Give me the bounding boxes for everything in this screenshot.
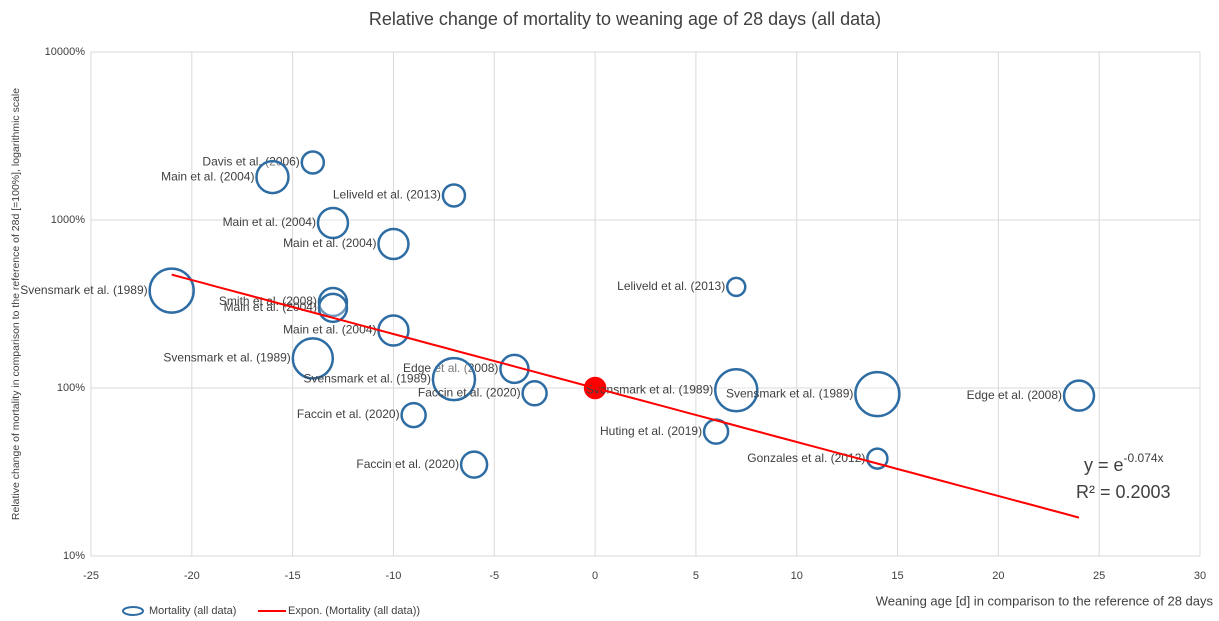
y-tick-label: 10000%: [45, 46, 86, 58]
data-label: Leliveld et al. (2013): [333, 188, 441, 202]
x-tick-label: -25: [83, 570, 99, 582]
bubble: [148, 267, 195, 314]
data-label: Main et al. (2004): [283, 236, 376, 250]
x-axis-title: Weaning age [d] in comparison to the ref…: [876, 593, 1214, 608]
data-label: Main et al. (2004): [161, 169, 254, 183]
trend-r2: R² = 0.2003: [1076, 482, 1171, 502]
data-label: Svensmark et al. (1989): [20, 283, 147, 297]
chart-title: Relative change of mortality to weaning …: [369, 9, 881, 29]
data-label: Svensmark et al. (1989): [304, 371, 431, 385]
bubble: [317, 292, 349, 324]
bubble: [459, 450, 489, 479]
legend-icon: [122, 606, 144, 616]
x-tick-label: 10: [791, 570, 803, 582]
bubble: [300, 150, 326, 175]
data-label: Leliveld et al. (2013): [617, 279, 725, 293]
data-label: Gonzales et al. (2012): [747, 451, 865, 465]
data-label: Huting et al. (2019): [600, 424, 702, 438]
data-label: Davis et al. (2006): [202, 155, 299, 169]
bubble: [1062, 379, 1096, 412]
x-tick-label: 25: [1093, 570, 1105, 582]
data-label: Faccin et al. (2020): [297, 407, 400, 421]
bubble: [291, 337, 335, 380]
data-label: Svensmark et al. (1989): [586, 382, 713, 396]
bubble: [316, 206, 350, 240]
x-tick-label: -10: [386, 570, 402, 582]
data-label: Main et al. (2004): [283, 323, 376, 337]
bubble: [400, 401, 427, 429]
bubble: [521, 380, 548, 407]
equation-base: y = e: [1084, 455, 1124, 475]
data-label: Main et al. (2004): [224, 300, 317, 314]
bubble: [499, 353, 530, 385]
data-label: Main et al. (2004): [223, 215, 316, 229]
bubble: [854, 370, 901, 418]
equation-exponent: -0.074x: [1124, 451, 1164, 465]
x-tick-label: 5: [693, 570, 699, 582]
trend-equation: y = e-0.074x: [1084, 451, 1164, 475]
data-label: Faccin et al. (2020): [418, 385, 521, 399]
bubble: [377, 227, 410, 261]
bubble: [431, 356, 477, 402]
x-tick-label: 20: [992, 570, 1004, 582]
data-label: Faccin et al. (2020): [356, 457, 459, 471]
x-tick-label: 30: [1194, 570, 1206, 582]
bubble: [255, 159, 290, 195]
x-tick-label: 0: [592, 570, 598, 582]
bubble: [441, 183, 467, 208]
y-tick-label: 100%: [57, 382, 85, 394]
trendline: [171, 273, 1080, 519]
bubble: [713, 367, 759, 413]
bubble: [866, 447, 889, 470]
legend-label: Expon. (Mortality (all data)): [288, 605, 420, 617]
data-label: Svensmark et al. (1989): [163, 351, 290, 365]
y-tick-label: 1000%: [51, 214, 85, 226]
data-label: Svensmark et al. (1989): [726, 386, 853, 400]
y-axis-title: Relative change of mortality in comparis…: [10, 88, 22, 520]
x-tick-label: 15: [891, 570, 903, 582]
x-tick-label: -5: [489, 570, 499, 582]
x-tick-label: -15: [285, 570, 301, 582]
x-tick-label: -20: [184, 570, 200, 582]
legend-label: Mortality (all data): [149, 605, 236, 617]
data-label: Edge et al. (2008): [967, 388, 1062, 402]
bubble: [725, 276, 747, 298]
y-tick-label: 10%: [63, 550, 85, 562]
